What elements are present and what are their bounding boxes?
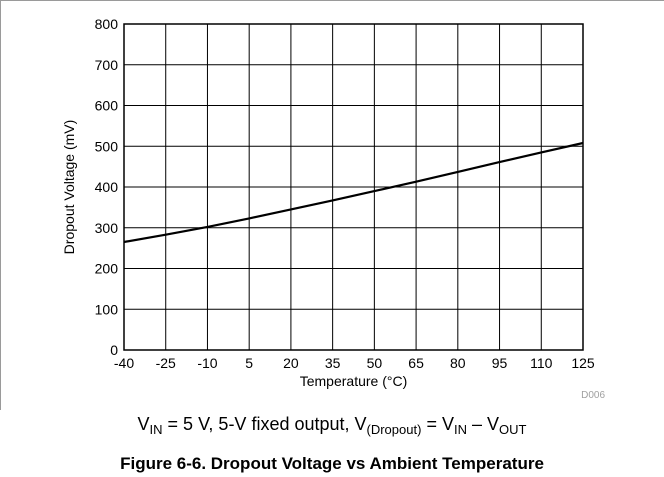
x-tick-label: 110 — [530, 355, 553, 371]
y-tick-label: 400 — [95, 179, 119, 195]
x-axis-title: Temperature (°C) — [300, 373, 408, 389]
test-condition: VIN = 5 V, 5-V fixed output, V(Dropout) … — [0, 414, 664, 437]
y-tick-label: 200 — [95, 261, 119, 277]
condition-v3-sub: IN — [453, 422, 467, 437]
y-tick-label: 0 — [110, 342, 118, 358]
x-tick-label: 5 — [245, 355, 253, 371]
x-tick-label: 50 — [367, 355, 383, 371]
series-line — [123, 141, 584, 244]
y-tick-label: 600 — [95, 98, 119, 114]
y-tick-label: 100 — [95, 301, 119, 317]
figure-code: D006 — [581, 390, 605, 401]
x-tick-label: 65 — [408, 355, 424, 371]
y-axis-title: Dropout Voltage (mV) — [61, 120, 77, 255]
condition-text1: = 5 V, 5-V fixed output, V — [162, 414, 367, 434]
condition-text3: – V — [466, 414, 499, 434]
x-tick-label: -25 — [156, 355, 176, 371]
y-tick-label: 700 — [95, 57, 119, 73]
condition-v1: V — [137, 414, 150, 434]
x-tick-label: 80 — [450, 355, 466, 371]
grid — [123, 23, 584, 351]
condition-v2-sub: (Dropout) — [366, 422, 422, 437]
y-tick-label: 300 — [95, 220, 119, 236]
x-tick-label: 125 — [571, 355, 595, 371]
x-tick-labels: -40 -25 -10 5 20 35 50 65 80 95 110 125 — [114, 355, 595, 371]
y-tick-label: 500 — [95, 138, 119, 154]
x-tick-label: 35 — [325, 355, 341, 371]
figure-caption: Figure 6-6. Dropout Voltage vs Ambient T… — [120, 454, 544, 473]
y-tick-labels: 0 100 200 300 400 500 600 700 800 — [95, 16, 119, 358]
x-tick-label: 95 — [492, 355, 508, 371]
plot-area-border — [123, 23, 584, 351]
x-tick-label: -40 — [114, 355, 134, 371]
condition-v1-sub: IN — [149, 422, 163, 437]
x-tick-label: -10 — [197, 355, 217, 371]
y-tick-label: 800 — [95, 16, 119, 32]
x-tick-label: 20 — [283, 355, 299, 371]
series-layer — [123, 141, 584, 244]
chart: -40 -25 -10 5 20 35 50 65 80 95 110 125 0 100 200 300 4… — [0, 0, 664, 410]
condition-v4-sub: OUT — [499, 422, 527, 437]
condition-text2: = V — [421, 414, 454, 434]
